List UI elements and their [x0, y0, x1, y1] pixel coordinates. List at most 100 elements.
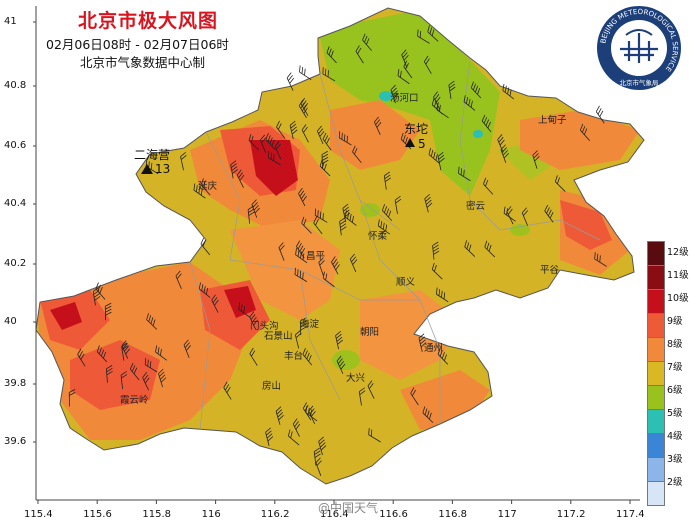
wind-barb-icon: [298, 99, 308, 118]
place-label: 海淀: [300, 319, 320, 330]
wind-barb-icon: [249, 347, 258, 366]
legend-label: 6级: [667, 385, 683, 396]
wind-barb-icon: [338, 131, 352, 146]
wind-barb-icon: [294, 267, 308, 283]
wind-barb-icon: [383, 171, 391, 190]
place-label: 密云: [466, 201, 486, 212]
wind-barb-icon: [292, 418, 301, 437]
wind-barb-icon: [595, 105, 605, 124]
place-label: 平谷: [540, 265, 560, 276]
station-name: 东坨: [404, 122, 429, 136]
wind-barb-icon: [401, 49, 409, 68]
wind-barb-icon: [390, 84, 399, 104]
wind-barb-icon: [313, 216, 323, 235]
wind-barb-icon: [301, 216, 312, 234]
wind-barb-icon: [305, 405, 318, 422]
wind-barb-icon: [339, 217, 347, 236]
wind-barb-icon: [458, 166, 471, 182]
wind-barb-icon: [427, 25, 439, 42]
wind-barb-icon: [247, 205, 255, 224]
wind-barb-icon: [183, 339, 191, 359]
x-tick-label: 115.6: [83, 509, 112, 520]
legend-swatch: [647, 313, 665, 337]
wind-barb-icon: [336, 355, 346, 374]
wind-barb-icon: [355, 45, 364, 64]
wind-barb-icon: [322, 67, 336, 82]
wind-barb-icon: [484, 240, 496, 258]
wind-barb-icon: [175, 270, 182, 290]
wind-barb-icon: [200, 237, 211, 256]
wind-barb-icon: [502, 83, 515, 100]
place-label: 房山: [262, 381, 282, 392]
x-tick-label: 116.4: [320, 509, 349, 520]
wind-barb-icon: [326, 46, 337, 64]
wind-barb-icon: [335, 331, 343, 350]
wind-barb-icon: [295, 248, 308, 264]
wind-barb-icon: [374, 116, 382, 135]
wind-barb-icon: [436, 287, 449, 303]
wind-barb-icon: [193, 183, 206, 199]
legend-label: 7级: [667, 362, 683, 373]
wind-barb-icon: [532, 150, 540, 169]
wind-barb-icon: [463, 95, 476, 111]
wind-barb-icon: [299, 65, 312, 81]
wind-barb-icon: [521, 207, 529, 226]
wind-barb-icon: [275, 406, 284, 425]
wind-barb-icon: [400, 132, 412, 150]
x-tick-label: 115.8: [142, 509, 172, 520]
wind-barb-icon: [464, 240, 476, 257]
legend-swatch: [647, 433, 665, 457]
station-markers: [141, 138, 415, 174]
wind-barb-icon: [236, 169, 245, 188]
x-axis-ticks: [37, 500, 631, 504]
x-tick-label: 115.4: [24, 509, 53, 520]
station-value: 13: [155, 162, 171, 176]
station-value: 5: [418, 137, 426, 151]
place-label: 石景山: [264, 331, 293, 342]
axis-frame: [35, 6, 640, 501]
legend-swatch: [647, 289, 665, 313]
wind-barb-icon: [308, 405, 316, 424]
wind-barb-icon: [352, 145, 362, 164]
wind-barb-icon: [274, 140, 282, 160]
map-title: 北京市极大风图: [78, 10, 219, 32]
legend-swatch: [647, 265, 665, 289]
wind-barb-icon: [506, 206, 514, 225]
seal-inner-text: 北京市气象局: [620, 78, 659, 87]
wind-barb-icon: [145, 159, 159, 175]
wind-barb-icon: [437, 151, 445, 171]
wind-barb-icon: [432, 241, 440, 260]
wind-barb-icon: [238, 302, 251, 318]
y-tick-label: 40.6: [4, 140, 27, 151]
station-triangle-icon: [141, 164, 153, 174]
wind-barb-icon: [146, 313, 157, 330]
legend-label: 4级: [667, 431, 683, 442]
wind-barb-icon: [278, 242, 285, 261]
station-name: 二海营: [134, 148, 171, 162]
place-label: 延庆: [198, 181, 218, 192]
wind-barb-icon: [436, 103, 449, 119]
wind-barb-icon: [96, 345, 108, 363]
place-label: 怀柔: [368, 231, 388, 242]
legend-swatch: [647, 385, 665, 409]
wind-barb-icon: [144, 357, 158, 373]
wind-barb-icon: [448, 80, 456, 99]
legend-swatch: [647, 361, 665, 385]
wind-barb-icon: [422, 406, 434, 423]
wind-barb-icon: [68, 389, 76, 407]
wind-barb-icon: [318, 257, 325, 276]
wind-barb-icon: [95, 282, 106, 300]
wind-barb-icon: [394, 195, 402, 215]
y-tick-label: 40.8: [4, 80, 27, 91]
wind-barb-icon: [470, 81, 482, 99]
wind-barb-icon: [481, 114, 492, 133]
x-tick-label: 117: [497, 509, 517, 520]
wind-barb-icon: [368, 428, 381, 443]
wind-barb-icon: [129, 362, 140, 381]
wind-barb-icon: [200, 178, 211, 196]
seal-emblem-icon: [620, 33, 658, 63]
legend-label: 2级: [667, 477, 683, 488]
wind-barb-icon: [367, 380, 375, 399]
wind-barb-icon: [92, 287, 101, 306]
